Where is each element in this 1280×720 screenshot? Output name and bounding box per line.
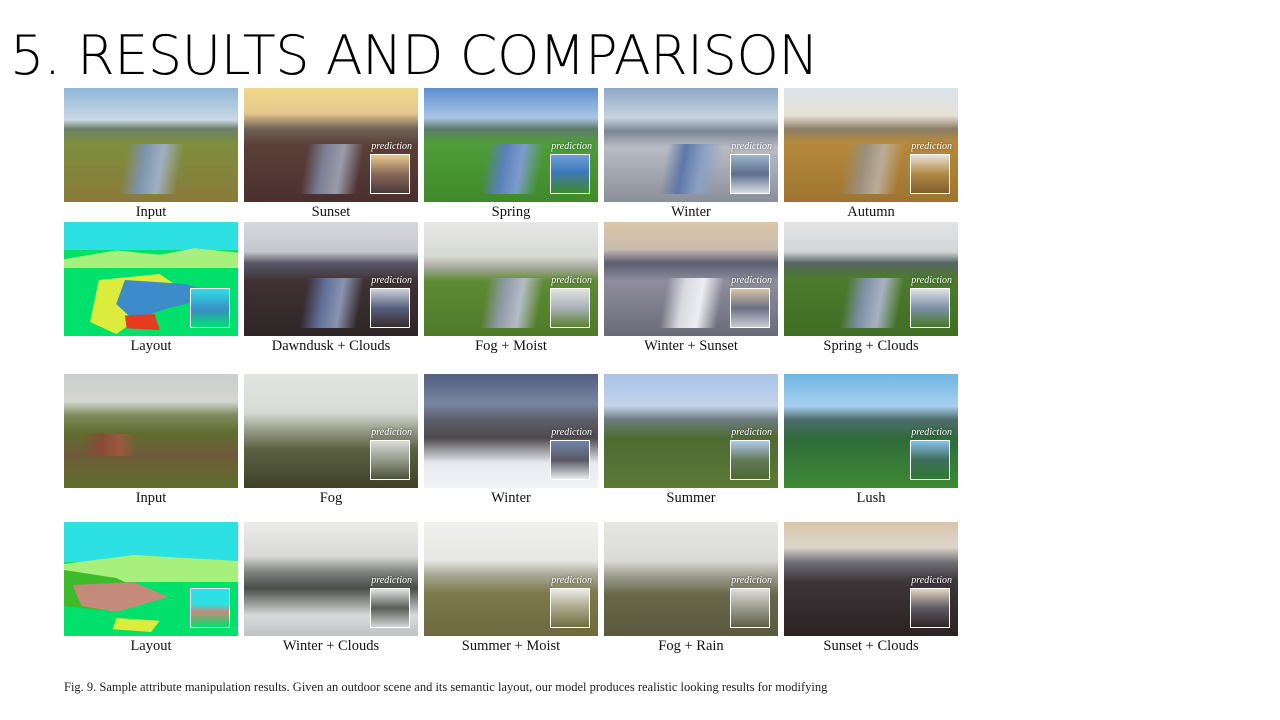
panel-caption: Layout — [130, 638, 172, 654]
prediction-inset — [730, 588, 770, 628]
result-photo: prediction — [784, 88, 958, 202]
prediction-inset — [370, 288, 410, 328]
panel-caption: Lush — [856, 490, 886, 506]
prediction-label: prediction — [731, 427, 772, 438]
panel-winter-farm: prediction Winter — [424, 374, 598, 510]
prediction-label: prediction — [731, 275, 772, 286]
result-photo: prediction — [604, 88, 778, 202]
panel-caption: Spring + Clouds — [823, 338, 919, 354]
prediction-inset — [730, 440, 770, 480]
panel-caption: Dawndusk + Clouds — [271, 338, 391, 354]
panel-dawndusk-clouds: prediction Dawndusk + Clouds — [244, 222, 418, 358]
slide-title: 5. RESULTS AND COMPARISON — [10, 24, 819, 87]
result-photo: prediction — [784, 374, 958, 488]
panel-summer-moist: prediction Summer + Moist — [424, 522, 598, 658]
panel-caption: Sunset + Clouds — [823, 638, 919, 654]
panel-caption: Autumn — [847, 204, 895, 220]
panel-winter: prediction Winter — [604, 88, 778, 224]
prediction-label: prediction — [731, 141, 772, 152]
result-photo: prediction — [244, 522, 418, 636]
prediction-inset — [730, 154, 770, 194]
prediction-inset — [370, 440, 410, 480]
prediction-inset — [550, 588, 590, 628]
panel-caption: Sunset — [311, 204, 351, 220]
panel-caption: Fog — [319, 490, 343, 506]
prediction-inset — [550, 288, 590, 328]
figure-caption: Fig. 9. Sample attribute manipulation re… — [64, 680, 828, 694]
panel-caption: Summer — [666, 490, 716, 506]
input-photo-farm — [64, 374, 238, 488]
panel-fog: prediction Fog — [244, 374, 418, 510]
result-photo: prediction — [424, 88, 598, 202]
layout-inset — [190, 288, 230, 328]
panel-winter-sunset: prediction Winter + Sunset — [604, 222, 778, 358]
result-photo: prediction — [784, 522, 958, 636]
panel-caption: Spring — [491, 204, 531, 220]
panel-caption: Input — [135, 490, 167, 506]
figure-9: Input prediction Sunset prediction Sprin… — [64, 88, 960, 688]
panel-summer: prediction Summer — [604, 374, 778, 510]
panel-fog-rain: prediction Fog + Rain — [604, 522, 778, 658]
panel-input-farm: Input — [64, 374, 238, 510]
panel-caption: Layout — [130, 338, 172, 354]
panel-caption: Fog + Rain — [658, 638, 724, 654]
prediction-label: prediction — [371, 275, 412, 286]
panel-caption: Winter — [671, 204, 711, 220]
panel-sunset-clouds: prediction Sunset + Clouds — [784, 522, 958, 658]
result-photo: prediction — [424, 374, 598, 488]
prediction-inset — [910, 588, 950, 628]
semantic-layout-map — [64, 522, 238, 636]
panel-layout-river: Layout — [64, 222, 238, 358]
prediction-inset — [550, 440, 590, 480]
prediction-label: prediction — [911, 575, 952, 586]
result-photo: prediction — [424, 222, 598, 336]
prediction-inset — [550, 154, 590, 194]
prediction-label: prediction — [551, 575, 592, 586]
prediction-inset — [910, 288, 950, 328]
prediction-inset — [910, 440, 950, 480]
prediction-label: prediction — [371, 427, 412, 438]
panel-input-river: Input — [64, 88, 238, 224]
panel-caption: Winter + Sunset — [644, 338, 738, 354]
layout-inset — [190, 588, 230, 628]
prediction-label: prediction — [371, 575, 412, 586]
result-photo: prediction — [604, 522, 778, 636]
panel-caption: Fog + Moist — [475, 338, 547, 354]
prediction-inset — [910, 154, 950, 194]
panel-layout-farm: Layout — [64, 522, 238, 658]
panel-sunset: prediction Sunset — [244, 88, 418, 224]
prediction-label: prediction — [371, 141, 412, 152]
panel-caption: Winter — [491, 490, 531, 506]
prediction-inset — [370, 588, 410, 628]
panel-caption: Summer + Moist — [461, 638, 561, 654]
result-photo: prediction — [244, 222, 418, 336]
result-photo: prediction — [604, 374, 778, 488]
result-photo: prediction — [604, 222, 778, 336]
result-photo: prediction — [424, 522, 598, 636]
result-photo: prediction — [244, 374, 418, 488]
panel-caption: Winter + Clouds — [282, 638, 380, 654]
panel-spring: prediction Spring — [424, 88, 598, 224]
panel-spring-clouds: prediction Spring + Clouds — [784, 222, 958, 358]
prediction-label: prediction — [911, 275, 952, 286]
prediction-label: prediction — [551, 275, 592, 286]
prediction-inset — [730, 288, 770, 328]
panel-lush: prediction Lush — [784, 374, 958, 510]
semantic-layout-map — [64, 222, 238, 336]
input-photo-river — [64, 88, 238, 202]
panel-fog-moist: prediction Fog + Moist — [424, 222, 598, 358]
result-photo: prediction — [784, 222, 958, 336]
panel-autumn: prediction Autumn — [784, 88, 958, 224]
panel-caption: Input — [135, 204, 167, 220]
prediction-label: prediction — [551, 141, 592, 152]
prediction-label: prediction — [731, 575, 772, 586]
prediction-inset — [370, 154, 410, 194]
prediction-label: prediction — [911, 141, 952, 152]
prediction-label: prediction — [551, 427, 592, 438]
result-photo: prediction — [244, 88, 418, 202]
prediction-label: prediction — [911, 427, 952, 438]
panel-winter-clouds: prediction Winter + Clouds — [244, 522, 418, 658]
